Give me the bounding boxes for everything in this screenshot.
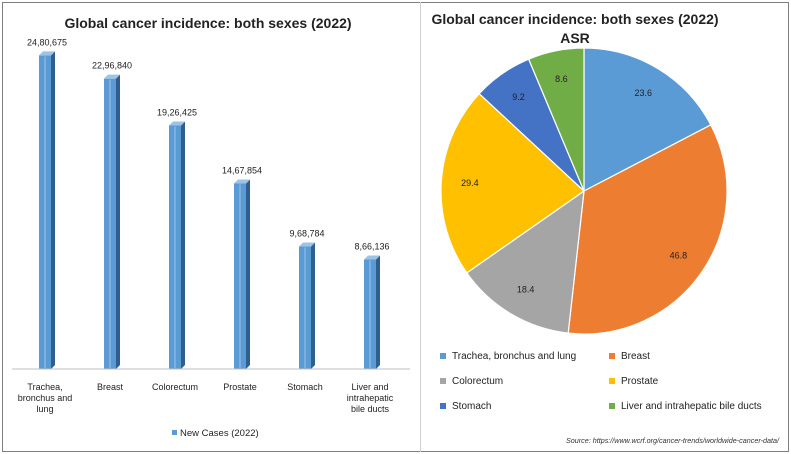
- pie-legend-swatch-1: [609, 353, 615, 360]
- bar-category-label-5: Liver and intrahepatic bile ducts: [347, 382, 394, 414]
- bar-5: [364, 255, 380, 369]
- pie-legend-swatch-0: [440, 353, 446, 360]
- bar-category-labels: Trachea, bronchus and lung Breast Colorectum…: [18, 382, 394, 414]
- pie-chart-subtitle: ASR: [560, 30, 590, 46]
- pie-legend-label-3: Prostate: [621, 376, 659, 387]
- pie-slices: [440, 47, 728, 335]
- pie-data-label-2: 18.4: [517, 284, 535, 294]
- bar-legend-swatch: [172, 430, 177, 435]
- pie-data-label-4: 9.2: [512, 92, 525, 102]
- pie-legend-item-4: Stomach: [440, 401, 491, 412]
- bar-chart: Global cancer incidence: both sexes (202…: [12, 15, 410, 439]
- pie-data-label-0: 23.6: [635, 88, 653, 98]
- bar-category-label-2: Colorectum: [152, 382, 198, 392]
- pie-legend-label-4: Stomach: [452, 401, 492, 412]
- pie-data-labels: 23.6 46.8 18.4 29.4 9.2 8.6: [461, 74, 687, 295]
- bar-1: [104, 74, 120, 369]
- pie-legend-item-5: Liver and intrahepatic bile ducts: [609, 401, 762, 412]
- source-note: Source: https://www.wcrf.org/cancer-tren…: [565, 436, 779, 445]
- pie-legend-item-1: Breast: [609, 351, 650, 362]
- pie-data-label-5: 8.6: [555, 74, 568, 84]
- bar-data-label-1: 22,96,840: [92, 61, 132, 71]
- bar-2: [169, 121, 185, 369]
- pie-slice-1: [567, 124, 728, 335]
- pie-legend-item-2: Colorectum: [440, 376, 503, 387]
- pie-data-label-3: 29.4: [461, 178, 479, 188]
- bar-data-label-5: 8,66,136: [354, 242, 389, 252]
- bar-data-label-4: 9,68,784: [289, 229, 324, 239]
- pie-legend-swatch-3: [609, 378, 615, 385]
- pie-legend-label-5: Liver and intrahepatic bile ducts: [621, 401, 762, 412]
- pie-legend-swatch-5: [609, 403, 615, 410]
- bar-4: [299, 242, 315, 369]
- bar-3: [234, 179, 250, 369]
- bar-0: [39, 51, 55, 369]
- bar-category-label-4: Stomach: [287, 382, 323, 392]
- bar-category-label-1: Breast: [97, 382, 124, 392]
- pie-legend-label-0: Trachea, bronchus and lung: [452, 351, 577, 362]
- pie-data-label-1: 46.8: [670, 251, 688, 261]
- pie-chart-title: Global cancer incidence: both sexes (202…: [431, 11, 718, 27]
- bar-category-label-3: Prostate: [223, 382, 257, 392]
- pie-legend-label-1: Breast: [621, 351, 650, 362]
- pie-slice-2: [465, 189, 585, 334]
- bar-legend-label: New Cases (2022): [180, 428, 259, 439]
- chart-divider: [420, 2, 421, 452]
- pie-legend-swatch-2: [440, 378, 446, 385]
- pie-slice-5: [527, 47, 585, 192]
- pie-legend-swatch-4: [440, 403, 446, 410]
- pie-legend-label-2: Colorectum: [452, 376, 504, 387]
- pie-legend-item-0: Trachea, bronchus and lung: [440, 351, 576, 362]
- bar-series: 24,80,675 22,96,840 19,26,425 14,67,854 9,68…: [27, 37, 390, 369]
- bar-data-label-2: 19,26,425: [157, 107, 197, 117]
- pie-slice-3: [440, 92, 585, 274]
- pie-legend-item-3: Prostate: [609, 376, 658, 387]
- pie-slice-0: [583, 47, 712, 192]
- bar-chart-title: Global cancer incidence: both sexes (202…: [64, 15, 351, 31]
- bar-category-label-0: Trachea, bronchus and lung: [18, 382, 73, 414]
- bar-data-label-0: 24,80,675: [27, 37, 67, 47]
- bar-data-label-3: 14,67,854: [222, 165, 262, 175]
